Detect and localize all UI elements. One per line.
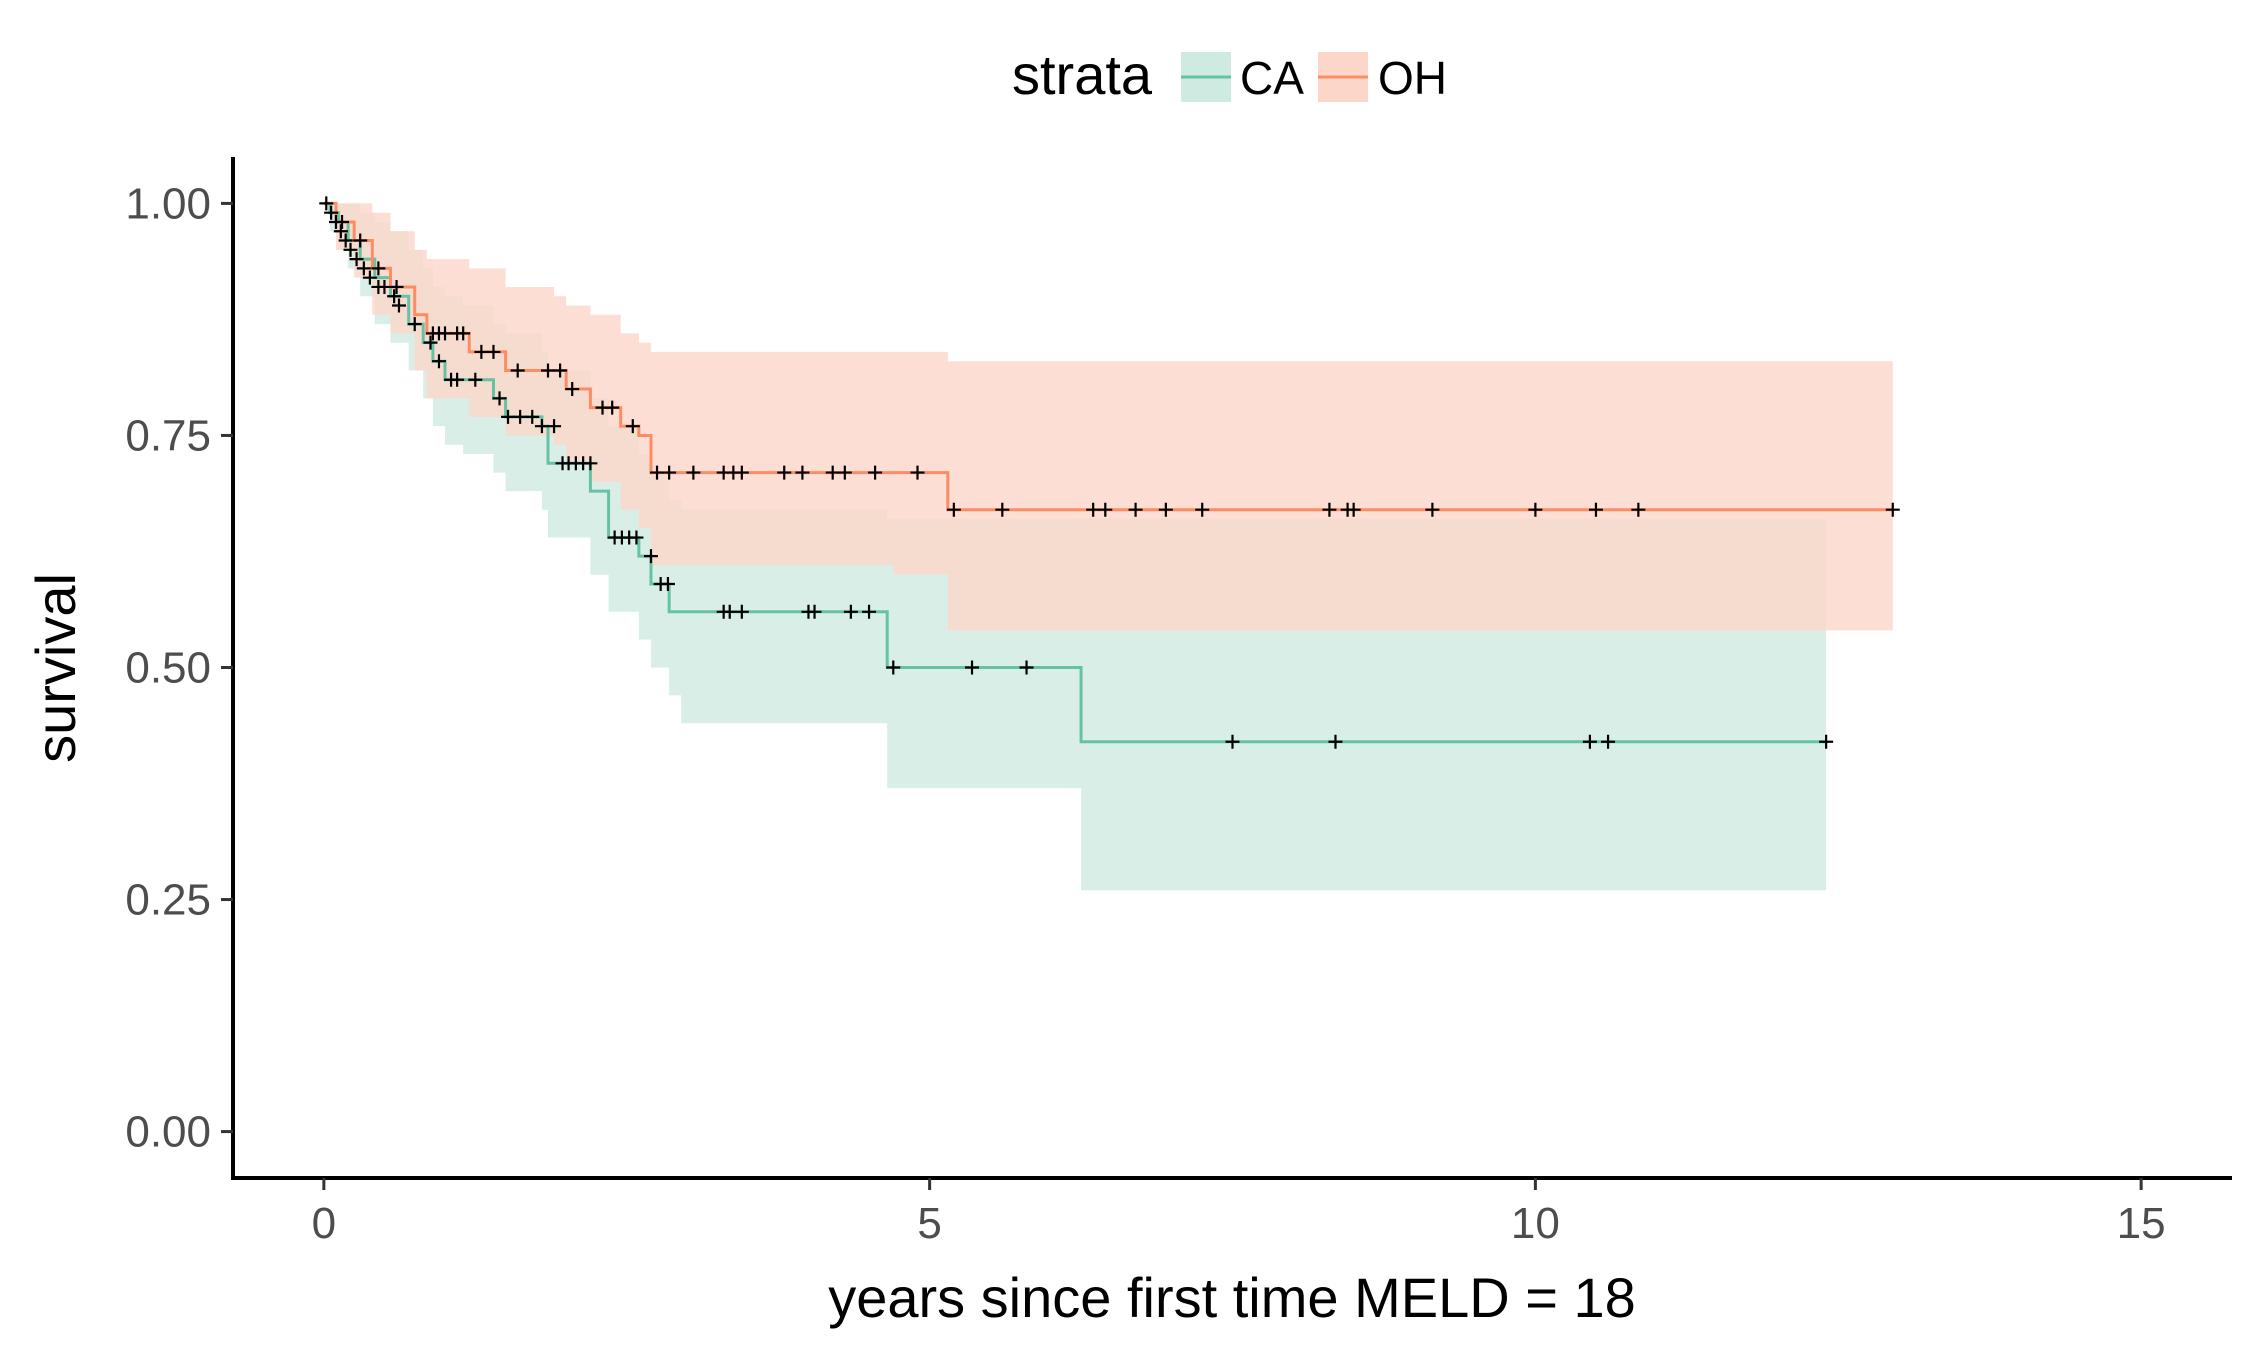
censor-mark-ca (643, 549, 658, 564)
censor-mark-ca (660, 576, 675, 591)
censor-mark-ca (362, 270, 377, 285)
censor-mark-ca (338, 233, 353, 248)
censor-mark-ca (377, 279, 392, 294)
censor-mark-oh (662, 465, 677, 480)
censor-mark-oh (353, 233, 368, 248)
censor-mark-ca (886, 660, 901, 675)
censor-mark-oh (1588, 502, 1603, 517)
censor-mark-oh (650, 465, 665, 480)
censor-mark-oh (734, 465, 749, 480)
censor-mark-oh (1631, 502, 1646, 517)
censor-mark-ca (1019, 660, 1034, 675)
y-tick-label: 1.00 (125, 179, 211, 228)
confidence-band-oh (323, 203, 1893, 631)
censor-mark-ca (513, 409, 528, 424)
censor-mark-oh (1425, 502, 1440, 517)
censor-mark-ca (1225, 734, 1240, 749)
censor-mark-oh (565, 382, 580, 397)
legend-label-ca: CA (1240, 52, 1304, 104)
censor-mark-oh (510, 363, 525, 378)
censor-mark-oh (486, 344, 501, 359)
censor-mark-oh (946, 502, 961, 517)
censor-mark-ca (333, 224, 348, 239)
y-axis-title: survival (24, 573, 87, 763)
censor-mark-ca (843, 604, 858, 619)
x-tick-label: 15 (2117, 1199, 2166, 1248)
censor-mark-oh (540, 363, 555, 378)
censor-mark-oh (1322, 502, 1337, 517)
censor-mark-oh (910, 465, 925, 480)
censor-mark-oh (777, 465, 792, 480)
censor-mark-ca (324, 205, 339, 220)
censor-mark-oh (335, 214, 350, 229)
censor-mark-ca (965, 660, 980, 675)
censor-mark-oh (1158, 502, 1173, 517)
censor-mark-oh (868, 465, 883, 480)
censor-mark-ca (492, 391, 507, 406)
y-tick-label: 0.25 (125, 876, 211, 925)
censor-mark-oh (1086, 502, 1101, 517)
censor-mark-oh (1195, 502, 1210, 517)
censor-mark-ca (1819, 734, 1834, 749)
censor-mark-oh (371, 261, 386, 276)
censor-mark-oh (553, 363, 568, 378)
censor-mark-ca (534, 419, 549, 434)
censor-marks (319, 196, 1900, 749)
censor-mark-ca (547, 419, 562, 434)
censor-mark-ca (391, 298, 406, 313)
censor-mark-oh (1346, 502, 1361, 517)
censor-mark-ca (1582, 734, 1597, 749)
censor-mark-oh (837, 465, 852, 480)
censor-mark-oh (1885, 502, 1900, 517)
censor-mark-oh (1528, 502, 1543, 517)
censor-mark-ca (501, 409, 516, 424)
censor-mark-oh (795, 465, 810, 480)
censor-mark-oh (605, 400, 620, 415)
y-tick-label: 0.50 (125, 644, 211, 693)
censor-mark-ca (407, 317, 422, 332)
censor-mark-oh (474, 344, 489, 359)
x-tick-label: 0 (312, 1199, 336, 1248)
x-tick-label: 10 (1511, 1199, 1560, 1248)
y-ticks: 0.00 0.25 0.50 0.75 1.00 (125, 179, 233, 1157)
legend-label-oh: OH (1378, 52, 1447, 104)
censor-mark-ca (349, 252, 364, 267)
y-tick-label: 0.00 (125, 1108, 211, 1157)
censor-mark-ca (468, 372, 483, 387)
legend: strata CA OH (1012, 43, 1447, 106)
censor-mark-oh (625, 419, 640, 434)
censor-mark-ca (319, 196, 334, 211)
censor-mark-ca (807, 604, 822, 619)
censor-mark-ca (583, 456, 598, 471)
censor-mark-ca (1601, 734, 1616, 749)
censor-mark-oh (686, 465, 701, 480)
censor-mark-ca (525, 409, 540, 424)
censor-mark-ca (387, 289, 402, 304)
x-ticks: 0 5 10 15 (312, 1178, 2166, 1248)
legend-title: strata (1012, 43, 1153, 106)
censor-mark-ca (343, 242, 358, 257)
censor-mark-oh (456, 326, 471, 341)
x-axis-title: years since first time MELD = 18 (828, 1266, 1636, 1329)
censor-mark-ca (431, 354, 446, 369)
censor-mark-oh (995, 502, 1010, 517)
censor-mark-oh (1098, 502, 1113, 517)
censor-mark-ca (356, 261, 371, 276)
censor-mark-ca (734, 604, 749, 619)
x-tick-label: 5 (917, 1199, 941, 1248)
censor-mark-oh (825, 465, 840, 480)
censor-mark-oh (389, 279, 404, 294)
y-tick-label: 0.75 (125, 411, 211, 460)
survival-curve-oh (323, 201, 1893, 512)
censor-mark-ca (450, 372, 465, 387)
censor-mark-ca (629, 530, 644, 545)
confidence-bands (323, 203, 1893, 891)
censor-mark-ca (722, 604, 737, 619)
censor-mark-oh (1128, 502, 1143, 517)
censor-mark-ca (862, 604, 877, 619)
censor-mark-ca (1328, 734, 1343, 749)
censor-mark-oh (438, 326, 453, 341)
censor-mark-ca (423, 335, 438, 350)
